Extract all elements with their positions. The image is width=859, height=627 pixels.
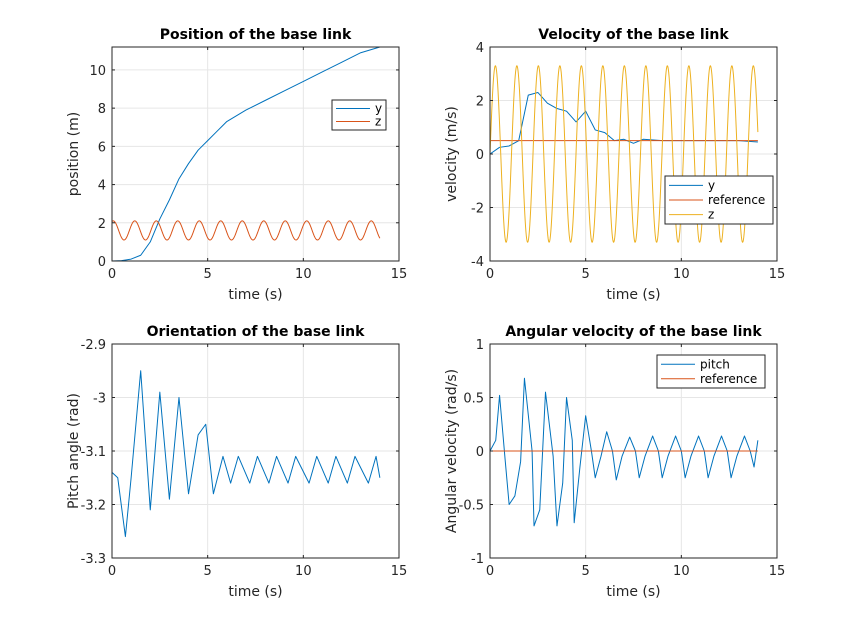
y-axis-label: Angular velocity (rad/s) [444, 369, 460, 533]
x-tick-label: 5 [204, 564, 212, 579]
y-tick-label: 10 [89, 64, 106, 79]
legend: yz [332, 100, 386, 130]
legend-label: z [708, 208, 714, 222]
y-tick-label: 4 [98, 179, 106, 194]
y-tick-label: -3.1 [81, 445, 106, 460]
x-tick-label: 15 [391, 564, 408, 579]
chart-2: 0 5 10 15 -4 -2 0 2 4 Velocity of the base link ti… [444, 27, 785, 303]
y-tick-label: -3.2 [81, 499, 106, 514]
chart-title: Velocity of the base link [538, 27, 729, 43]
x-axis-label: time (s) [606, 584, 660, 600]
x-tick-label: 0 [108, 267, 116, 282]
x-tick-label: 10 [673, 564, 690, 579]
y-tick-label: 2 [476, 95, 484, 110]
y-tick-label: -3 [93, 392, 106, 407]
legend-label: reference [700, 372, 757, 386]
x-tick-label: 0 [486, 267, 494, 282]
x-tick-label: 15 [769, 564, 786, 579]
x-tick-label: 0 [486, 564, 494, 579]
legend-label: y [708, 178, 715, 192]
y-tick-label: 0 [98, 255, 106, 270]
y-tick-label: -4 [471, 255, 484, 270]
chart-3: 0 5 10 15 -3.3 -3.2 -3.1 -3 -2.9 Orientation of t… [66, 324, 407, 600]
y-tick-label: 1 [476, 338, 484, 353]
chart-title: Angular velocity of the base link [505, 324, 762, 340]
x-tick-label: 5 [204, 267, 212, 282]
y-axis-label: position (m) [66, 112, 82, 196]
plot-area [112, 47, 399, 261]
x-axis-label: time (s) [606, 287, 660, 303]
y-tick-label: 8 [98, 102, 106, 117]
legend-label: z [375, 115, 381, 129]
x-tick-label: 10 [295, 564, 312, 579]
x-axis-label: time (s) [228, 584, 282, 600]
chart-1: 0 5 10 15 0 2 4 6 8 10 Position of the base link ti… [66, 27, 407, 303]
y-axis-label: Pitch angle (rad) [66, 393, 82, 509]
x-tick-label: 5 [582, 267, 590, 282]
chart-4: 0 5 10 15 -1 -0.5 0 0.5 1 Angular velocity of the… [444, 324, 785, 600]
legend-label: reference [708, 193, 765, 207]
y-tick-label: 0.5 [463, 392, 484, 407]
x-tick-label: 5 [582, 564, 590, 579]
y-tick-label: -3.3 [81, 552, 106, 567]
chart-title: Orientation of the base link [147, 324, 366, 340]
y-tick-label: -1 [471, 552, 484, 567]
y-tick-label: 0 [476, 445, 484, 460]
x-tick-label: 10 [295, 267, 312, 282]
y-tick-label: -2 [471, 202, 484, 217]
y-tick-label: -0.5 [459, 499, 484, 514]
chart-title: Position of the base link [160, 27, 352, 43]
x-tick-label: 10 [673, 267, 690, 282]
y-tick-label: 2 [98, 217, 106, 232]
x-tick-label: 15 [391, 267, 408, 282]
legend-label: pitch [700, 357, 730, 371]
y-tick-label: 6 [98, 140, 106, 155]
y-tick-label: 0 [476, 148, 484, 163]
x-tick-label: 0 [108, 564, 116, 579]
y-tick-label: -2.9 [81, 338, 106, 353]
y-tick-label: 4 [476, 41, 484, 56]
x-axis-label: time (s) [228, 287, 282, 303]
y-axis-label: velocity (m/s) [444, 106, 460, 202]
legend-label: y [375, 102, 382, 116]
x-tick-label: 15 [769, 267, 786, 282]
